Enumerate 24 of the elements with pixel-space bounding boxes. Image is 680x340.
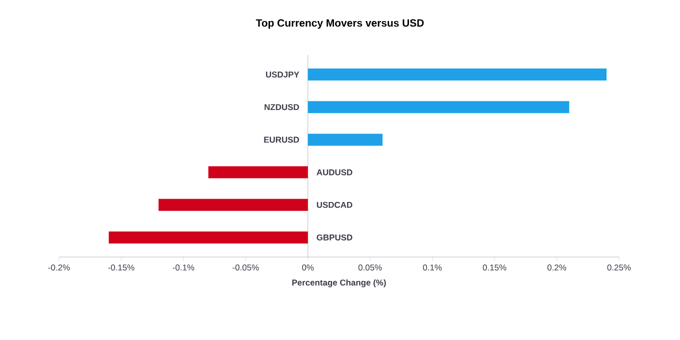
x-tick-label: 0.1% — [423, 264, 442, 271]
y-tick-label: NZDUSD — [264, 104, 300, 110]
x-tick-label: -0.15% — [108, 264, 134, 271]
y-tick-label: USDCAD — [316, 202, 352, 208]
bar — [308, 101, 570, 114]
y-tick-label: USDJPY — [266, 72, 300, 78]
bar — [308, 68, 607, 81]
x-tick-label: 0.25% — [607, 264, 631, 271]
x-tick-label: 0.2% — [547, 264, 566, 271]
x-axis-title: Percentage Change (%) — [292, 279, 386, 288]
x-tick-label: 0% — [302, 264, 314, 271]
x-tick-label: -0.1% — [172, 264, 194, 271]
x-tick-label: 0.15% — [482, 264, 506, 271]
y-tick-label: GBPUSD — [316, 234, 352, 240]
y-tick-label: EURUSD — [264, 136, 300, 143]
chart-title: Top Currency Movers versus USD — [256, 19, 424, 29]
x-tick-label: -0.2% — [48, 264, 70, 271]
bar — [308, 134, 383, 146]
x-tick-label: -0.05% — [232, 264, 259, 271]
y-tick-label: AUDUSD — [316, 169, 352, 176]
bar — [158, 198, 308, 211]
x-tick-label: 0.05% — [358, 264, 382, 271]
bar — [208, 166, 308, 178]
bar — [108, 231, 308, 244]
